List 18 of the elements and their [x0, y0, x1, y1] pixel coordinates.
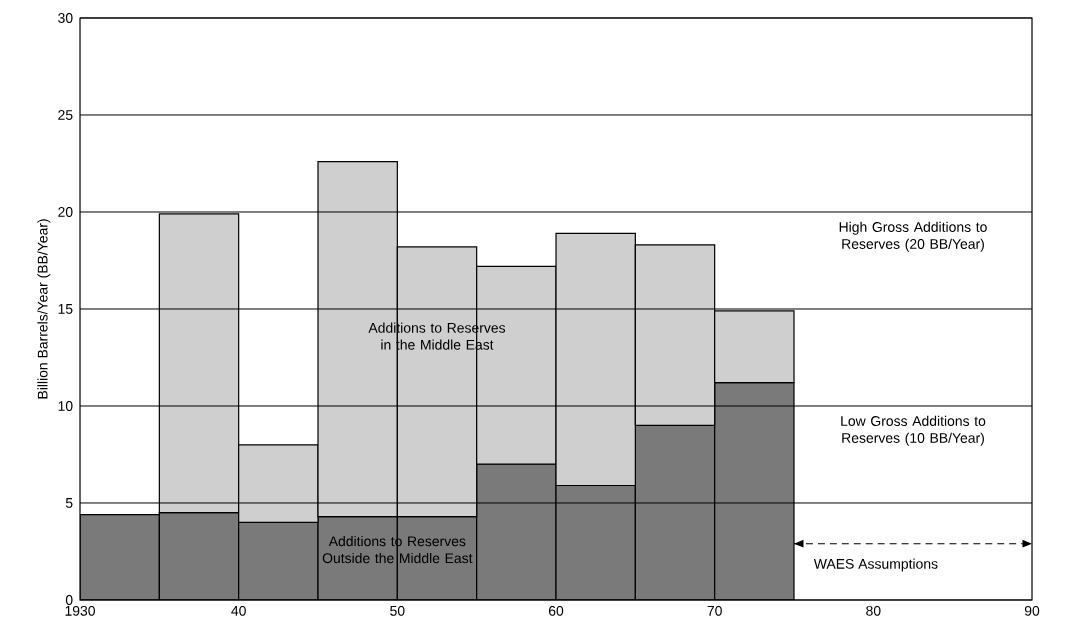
x-tick-label: 50 — [390, 605, 405, 616]
annotation: High Gross Additions to Reserves (20 BB/Year) — [839, 221, 987, 252]
annotation: Low Gross Additions to Reserves (10 BB/Year) — [841, 415, 986, 446]
x-tick-label: 70 — [707, 605, 722, 616]
y-tick-label: 20 — [58, 207, 73, 217]
y-axis-title: Billion Barrels/Year (BB/Year) — [37, 219, 51, 399]
x-tick-label: 80 — [866, 605, 881, 616]
y-tick-label: 30 — [58, 13, 73, 23]
y-tick-label: 25 — [58, 110, 73, 120]
x-tick-label: 1930 — [65, 605, 95, 616]
x-tick-label: 60 — [548, 605, 564, 616]
annotation: WAES Assumptions — [813, 558, 938, 572]
x-tick-label: 90 — [1024, 605, 1040, 616]
y-tick-label: 15 — [58, 304, 73, 314]
y-tick-label: 10 — [58, 401, 73, 411]
y-tick-label: 0 — [65, 595, 73, 605]
x-tick-label: 40 — [231, 605, 246, 616]
y-tick-label: 5 — [65, 498, 73, 508]
